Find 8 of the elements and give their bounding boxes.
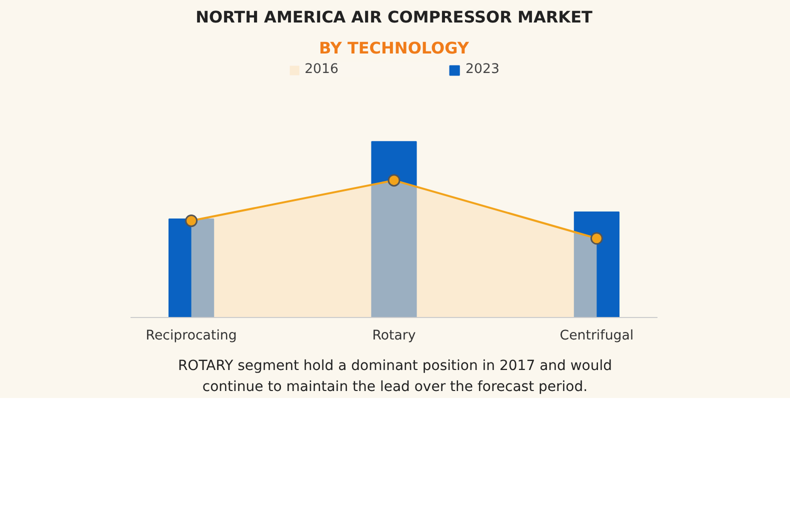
- x-tick-label: Reciprocating: [146, 328, 237, 344]
- legend-label: 2016: [304, 62, 338, 77]
- legend-label: 2023: [466, 62, 500, 77]
- chart-subtitle: BY TECHNOLOGY: [318, 38, 470, 58]
- x-tick-label: Rotary: [372, 328, 416, 344]
- chart-title: NORTH AMERICA AIR COMPRESSOR MARKET: [196, 8, 592, 26]
- x-tick-label: Centrifugal: [560, 328, 634, 344]
- text: ROTARY segment hold a dominant position in 2017 and would continue to maintain the lead over the forecast period.: [170, 356, 620, 398]
